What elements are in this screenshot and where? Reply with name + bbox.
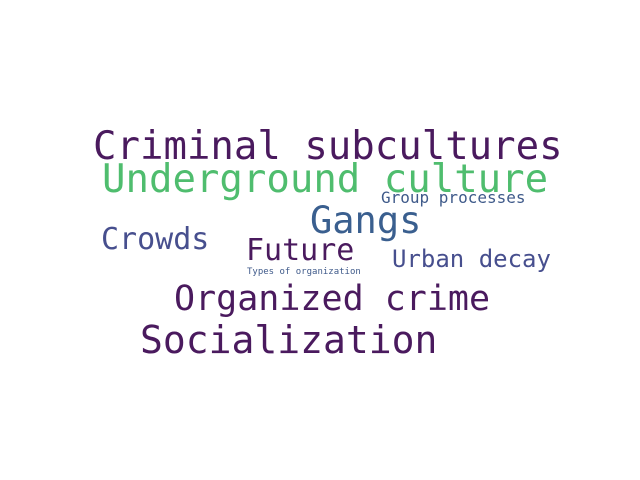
word-criminal-subcultures: Criminal subcultures bbox=[93, 124, 563, 169]
word-organized-crime: Organized crime bbox=[174, 279, 491, 319]
word-gangs: Gangs bbox=[310, 199, 422, 242]
word-socialization: Socialization bbox=[140, 318, 438, 362]
word-types-of-organization: Types of organization bbox=[247, 267, 361, 277]
word-group-processes: Group processes bbox=[381, 188, 526, 207]
word-underground-culture: Underground culture bbox=[102, 157, 549, 202]
word-future: Future bbox=[246, 233, 355, 268]
word-crowds: Crowds bbox=[101, 222, 210, 257]
word-urban-decay: Urban decay bbox=[392, 245, 551, 273]
